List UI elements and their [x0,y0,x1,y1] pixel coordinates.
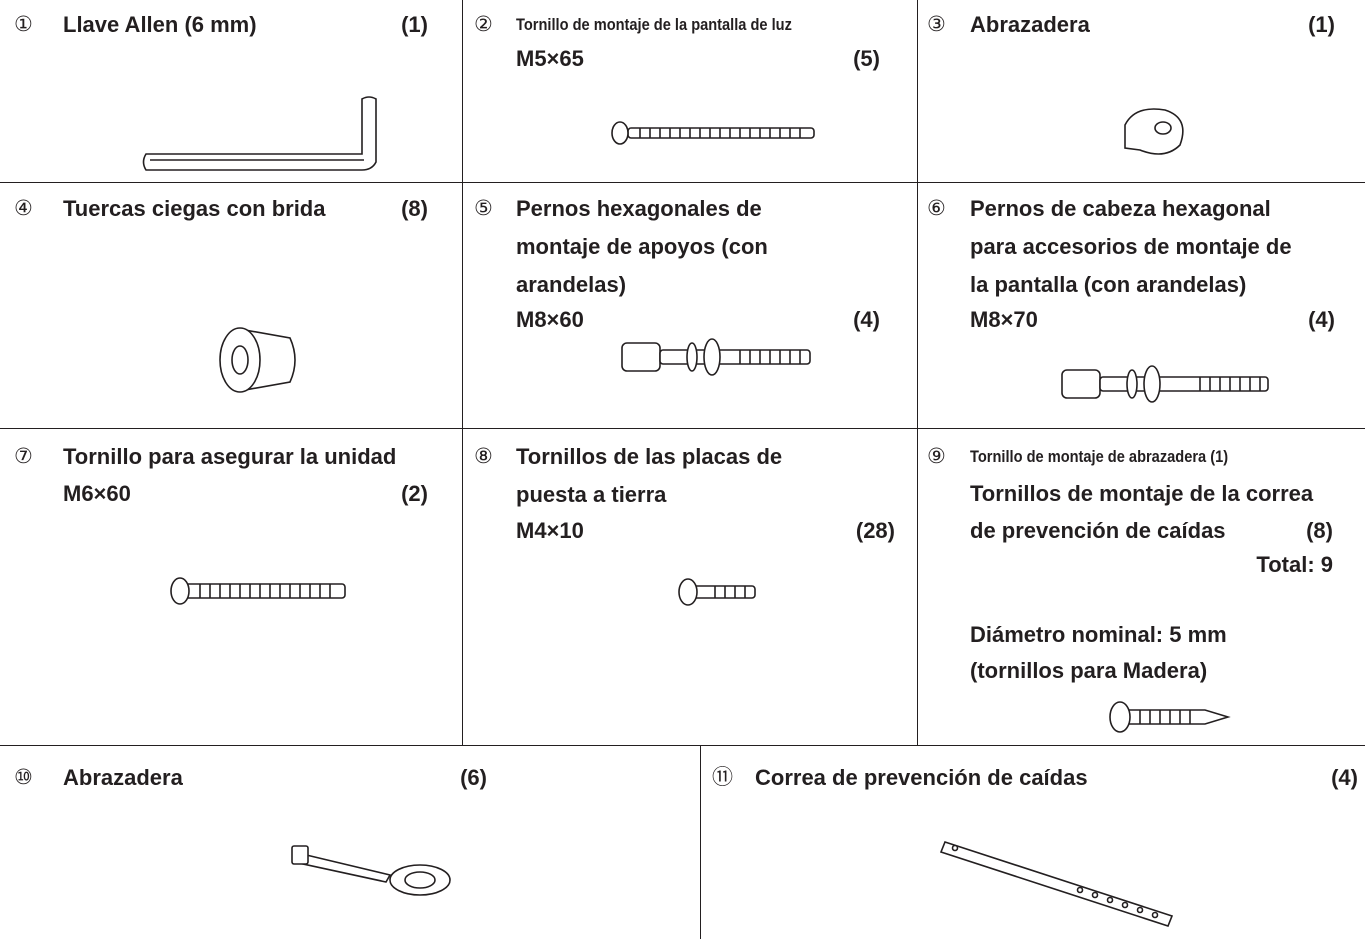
item-name: arandelas) [516,272,627,297]
allen-key-illustration [142,96,377,171]
cell [0,0,463,183]
item-spec: M8×60 [516,307,584,332]
item-number: ⑪ [712,766,733,789]
item-name: Pernos de cabeza hexagonal [970,196,1271,221]
item-name: de prevención de caídas [970,518,1226,543]
item-name: Tornillo de montaje de la pantalla de lu… [516,15,792,34]
item-name: Tornillos de las placas de [516,444,783,469]
item-name: Tornillo de montaje de abrazadera (1) [970,447,1229,466]
cable-tie-illustration [291,845,451,896]
wood-screw-illustration [1109,701,1231,733]
item-name: montaje de apoyos (con [516,234,768,259]
screw-illustration [170,577,346,605]
item-number: ⑨ [927,445,946,468]
cell [463,429,918,746]
item-name: Pernos hexagonales de [516,196,762,221]
item-name: para accesorios de montaje de [970,234,1292,259]
item-spec: M6×60 [63,481,131,506]
item-name: Llave Allen (6 mm) [63,12,257,37]
item-number: ⑦ [14,445,33,468]
cell [0,746,701,939]
screw-illustration [611,121,815,145]
item-note: Diámetro nominal: 5 mm [970,622,1227,647]
item-number: ② [474,13,493,36]
cell [918,183,1365,429]
screw-illustration [678,578,756,606]
item-qty: (8) [1306,518,1333,543]
item-qty: (28) [855,518,895,543]
item-qty: (4) [1308,307,1335,332]
item-number: ⑧ [474,445,493,468]
item-number: ① [14,13,33,36]
item-qty: (4) [853,307,880,332]
item-name: Correa de prevención de caídas [755,765,1088,790]
item-qty: (5) [853,46,880,71]
cell [463,0,918,183]
item-number: ④ [14,197,33,220]
item-qty: (4) [1331,765,1358,790]
item-name: Tornillo para asegurar la unidad [63,444,397,469]
cell [0,183,463,429]
item-note: (tornillos para Madera) [970,658,1208,683]
item-name: puesta a tierra [516,482,667,507]
cell [918,0,1365,183]
cap-nut-illustration [219,327,296,393]
item-name: Tornillos de montaje de la correa [970,481,1314,506]
item-qty: (2) [401,481,428,506]
item-number: ⑤ [474,197,493,220]
item-number: ⑩ [14,766,33,789]
item-spec: M4×10 [516,518,584,543]
item-number: ③ [927,13,946,36]
item-qty: (6) [460,765,487,790]
item-qty: (1) [1308,12,1335,37]
item-name: Abrazadera [970,12,1090,37]
item-qty: (8) [401,196,428,221]
item-number: ⑥ [927,197,946,220]
item-total: Total: 9 [1256,552,1333,577]
hex-bolt-illustration [621,338,811,376]
cell [463,183,918,429]
cell [0,429,463,746]
item-name: Tuercas ciegas con brida [63,196,326,221]
item-name: la pantalla (con arandelas) [970,272,1247,297]
item-name: Abrazadera [63,765,183,790]
item-qty: (1) [401,12,428,37]
item-spec: M5×65 [516,46,584,71]
hex-bolt-illustration [1061,365,1269,403]
strap-illustration [939,841,1174,927]
item-spec: M8×70 [970,307,1038,332]
clamp-illustration [1124,108,1184,155]
cell [918,429,1365,746]
